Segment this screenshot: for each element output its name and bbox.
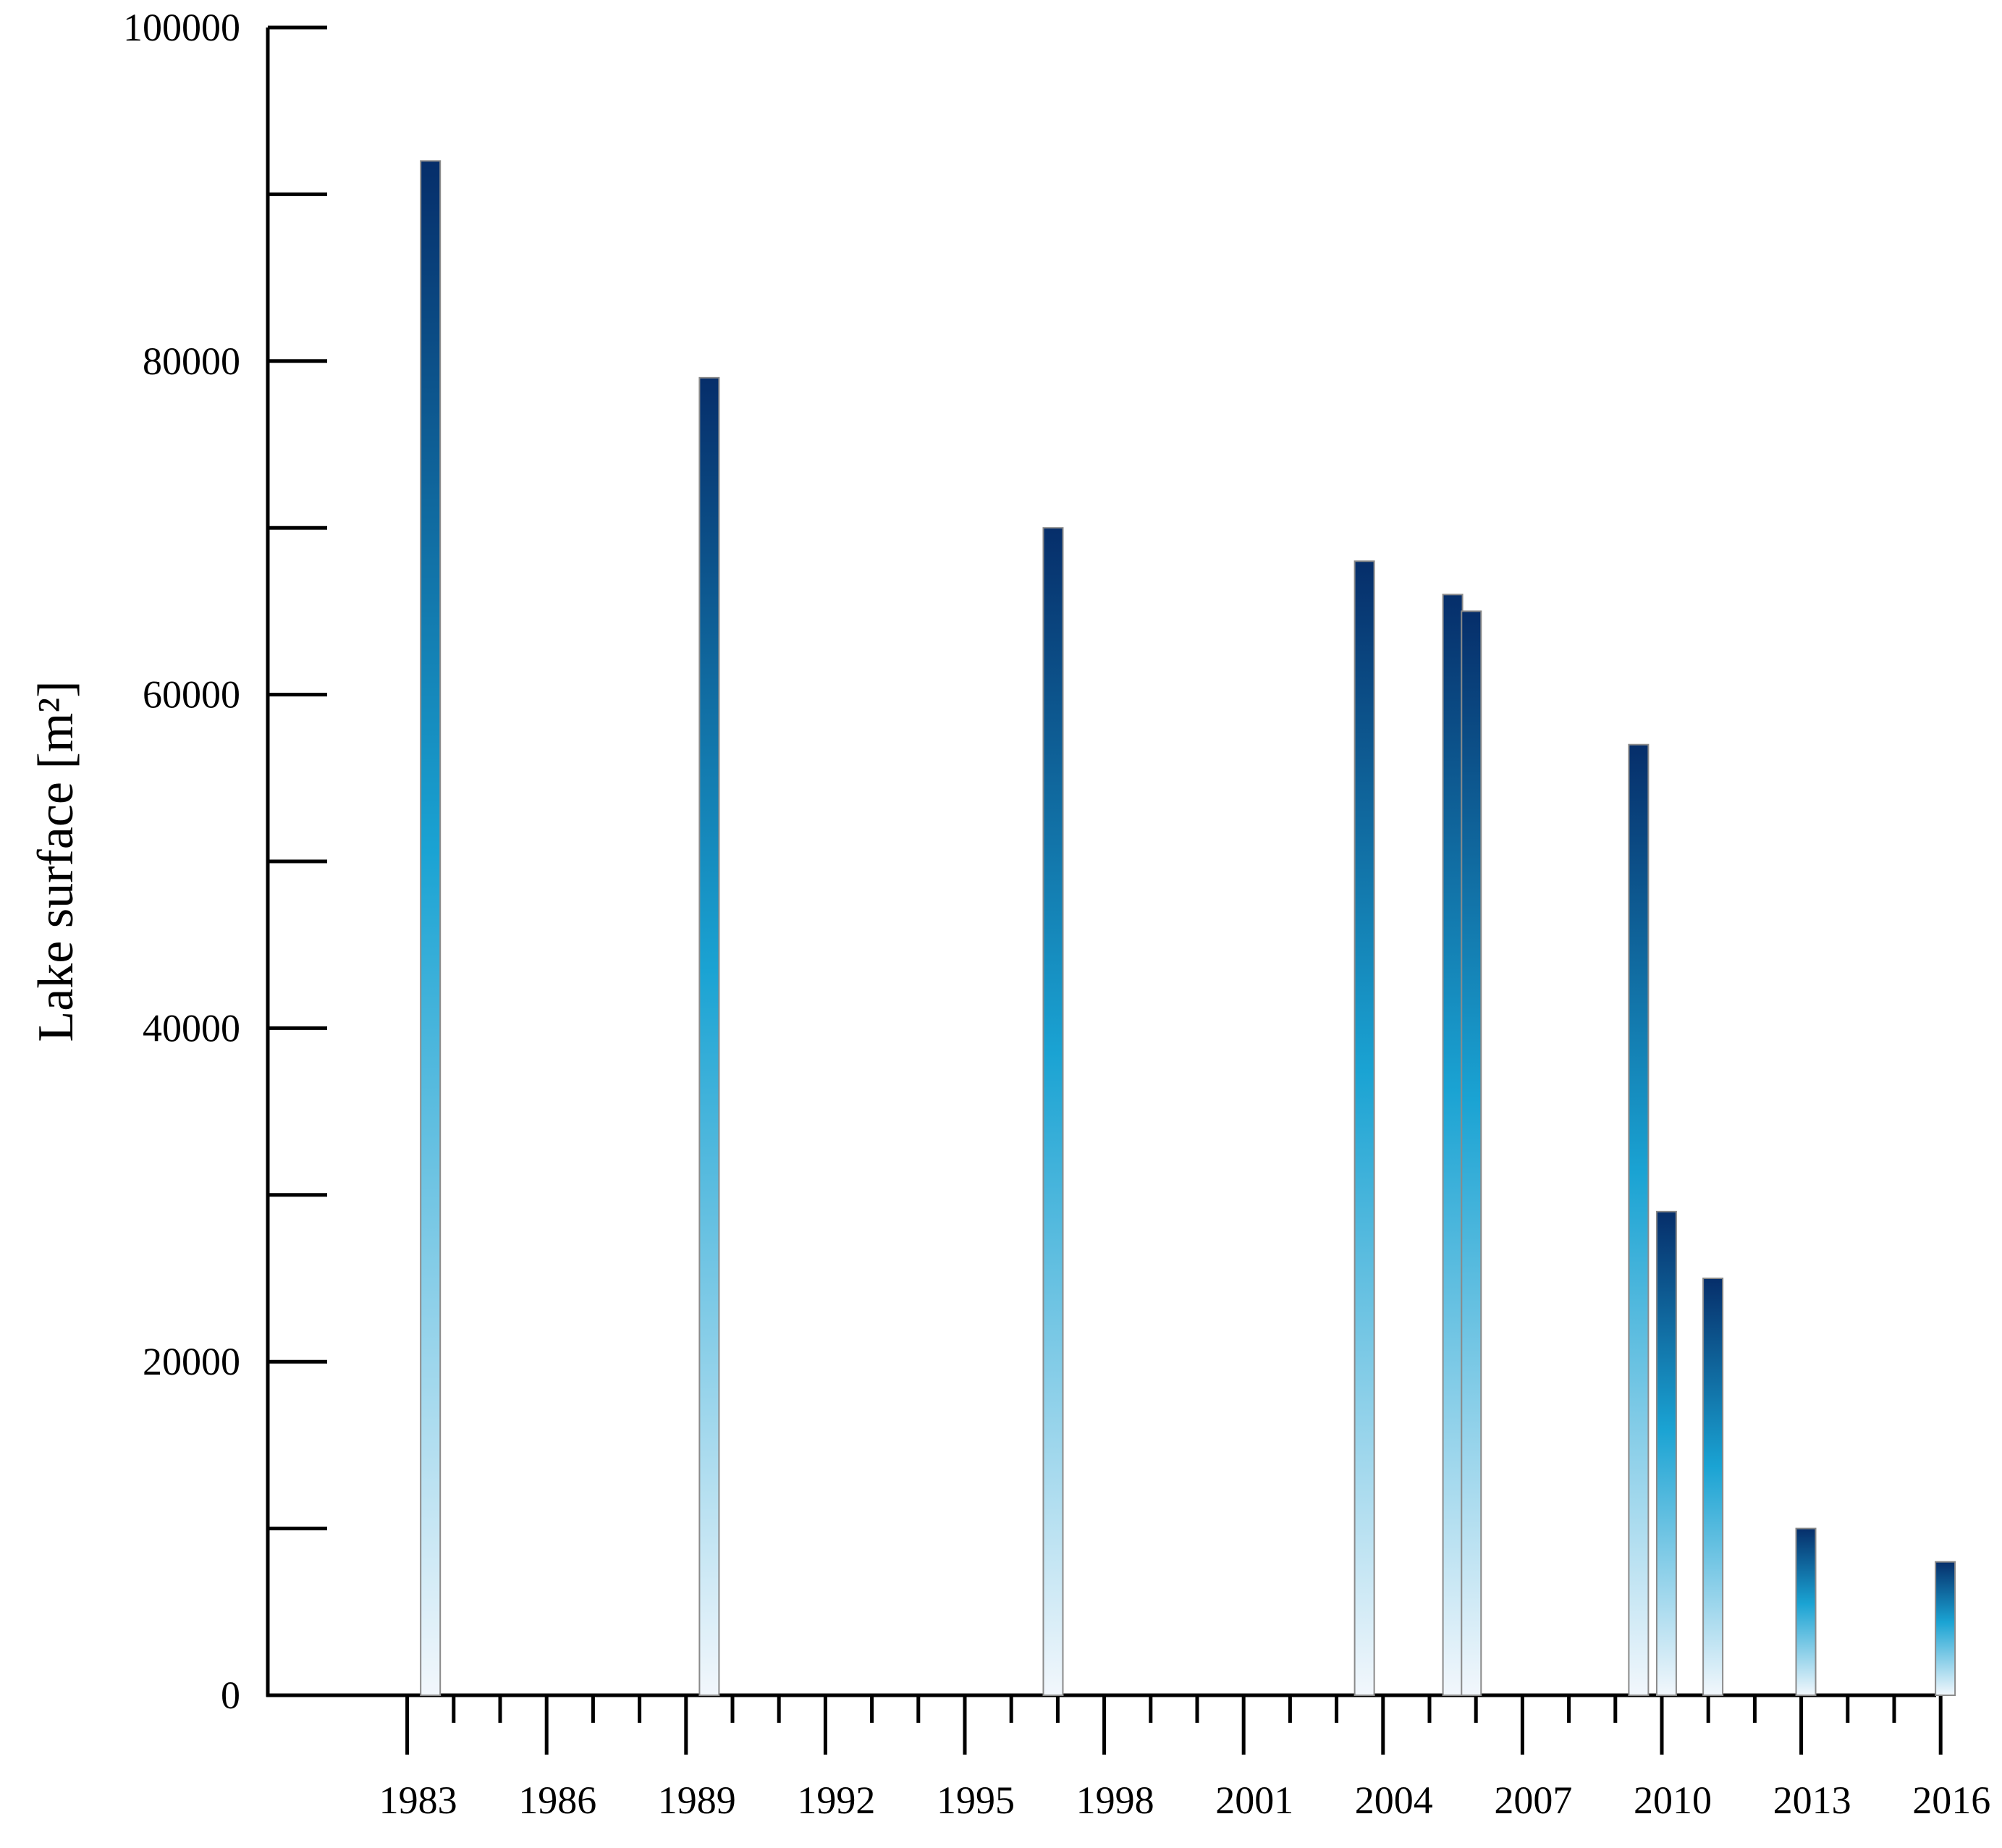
bar <box>420 160 442 1696</box>
bar <box>1042 527 1064 1697</box>
y-tick-label: 80000 <box>143 339 240 383</box>
bars <box>420 160 1956 1697</box>
x-axis: 1983 1986 1989 1992 1995 1998 2001 2004 2007 2010… <box>266 1693 1990 1822</box>
x-tick-label: 2001 <box>1215 1779 1293 1822</box>
bar <box>698 376 720 1697</box>
bar <box>1353 560 1375 1696</box>
y-tick-label: 0 <box>221 1674 240 1717</box>
y-axis: 0 20000 40000 60000 80000 100000 <box>123 6 327 1717</box>
y-tick-label: 40000 <box>143 1006 240 1050</box>
bar <box>1702 1278 1724 1696</box>
bar <box>1628 743 1650 1696</box>
x-tick-label: 2016 <box>1912 1779 1990 1822</box>
x-tick-label: 2013 <box>1773 1779 1851 1822</box>
x-tick-label: 1986 <box>518 1779 596 1822</box>
x-tick-label: 2010 <box>1634 1779 1712 1822</box>
bar <box>1461 610 1482 1696</box>
bar <box>1442 594 1464 1696</box>
x-tick-label: 1998 <box>1076 1779 1154 1822</box>
y-axis-title: Lake surface [m²] <box>28 680 84 1042</box>
x-tick-label: 1983 <box>379 1779 457 1822</box>
bar <box>1655 1210 1677 1696</box>
x-tick-label: 1992 <box>797 1779 875 1822</box>
x-tick-label: 1995 <box>937 1779 1015 1822</box>
x-tick-label: 2004 <box>1355 1779 1433 1822</box>
y-tick-label: 100000 <box>123 6 240 49</box>
y-tick-label: 20000 <box>143 1340 240 1383</box>
bar <box>1795 1527 1817 1697</box>
bar <box>1935 1561 1956 1696</box>
x-tick-label: 1989 <box>658 1779 736 1822</box>
y-tick-label: 60000 <box>143 673 240 717</box>
x-tick-label: 2007 <box>1494 1779 1572 1822</box>
